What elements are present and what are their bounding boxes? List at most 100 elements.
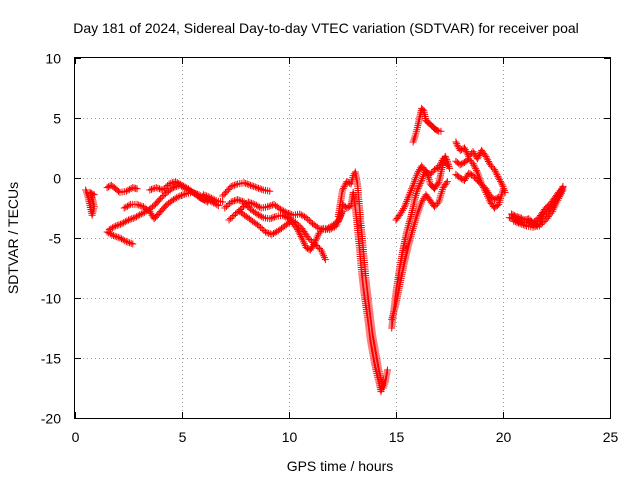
data-point bbox=[116, 234, 124, 242]
data-point bbox=[383, 366, 391, 374]
plot-frame bbox=[74, 57, 611, 419]
data-point bbox=[169, 196, 177, 204]
data-point bbox=[219, 198, 227, 206]
data-point bbox=[443, 178, 451, 186]
data-point bbox=[297, 211, 305, 219]
data-point bbox=[176, 192, 184, 200]
y-tick-label: -10 bbox=[41, 291, 61, 307]
data-track bbox=[510, 186, 567, 231]
data-point bbox=[510, 217, 518, 225]
data-point bbox=[258, 213, 266, 221]
data-point bbox=[256, 212, 264, 220]
data-point bbox=[126, 239, 134, 247]
data-point bbox=[415, 183, 423, 191]
data-point bbox=[494, 172, 502, 180]
data-point bbox=[224, 201, 232, 209]
data-point bbox=[306, 246, 314, 254]
data-point bbox=[484, 156, 492, 164]
data-point bbox=[318, 226, 326, 234]
data-point bbox=[296, 231, 304, 239]
data-point bbox=[379, 376, 387, 384]
data-point bbox=[199, 191, 207, 199]
data-point bbox=[479, 183, 487, 191]
data-point bbox=[242, 179, 250, 187]
data-point bbox=[493, 171, 501, 179]
data-point bbox=[133, 213, 141, 221]
data-track bbox=[199, 191, 227, 206]
data-point bbox=[413, 169, 421, 177]
data-point bbox=[326, 226, 334, 234]
data-point bbox=[495, 174, 503, 182]
data-point bbox=[230, 181, 238, 189]
data-point bbox=[253, 210, 261, 218]
data-series bbox=[82, 104, 567, 396]
data-point bbox=[146, 186, 154, 194]
data-point bbox=[122, 203, 130, 211]
data-point bbox=[108, 224, 116, 232]
x-tick-label: 5 bbox=[179, 429, 187, 445]
data-point bbox=[401, 201, 409, 209]
data-track bbox=[388, 178, 451, 324]
data-point bbox=[282, 213, 290, 221]
data-point bbox=[418, 198, 426, 206]
data-point bbox=[413, 188, 421, 196]
data-point bbox=[280, 207, 288, 215]
data-point bbox=[159, 186, 167, 194]
data-point bbox=[207, 194, 215, 202]
y-tick-label: 5 bbox=[53, 111, 61, 127]
data-point bbox=[171, 183, 179, 191]
data-point bbox=[419, 196, 427, 204]
data-point bbox=[417, 178, 425, 186]
data-point bbox=[472, 166, 480, 174]
data-point bbox=[446, 164, 453, 172]
data-point bbox=[437, 127, 445, 135]
data-point bbox=[125, 216, 132, 224]
data-point bbox=[540, 218, 548, 225]
data-point bbox=[126, 215, 134, 223]
data-point bbox=[108, 231, 116, 239]
data-point bbox=[173, 194, 181, 202]
data-point bbox=[397, 208, 405, 216]
data-point bbox=[472, 165, 480, 173]
data-point bbox=[222, 189, 230, 197]
x-tick-label: 20 bbox=[496, 429, 512, 445]
data-point bbox=[254, 202, 262, 210]
data-point bbox=[202, 197, 210, 205]
data-point bbox=[329, 224, 337, 232]
data-point bbox=[147, 209, 155, 217]
data-point bbox=[152, 184, 160, 192]
data-point bbox=[241, 201, 249, 209]
data-point bbox=[238, 204, 246, 212]
data-point bbox=[299, 212, 307, 220]
data-point bbox=[488, 162, 496, 170]
data-point bbox=[220, 190, 228, 198]
data-point bbox=[266, 215, 274, 223]
data-track bbox=[221, 196, 329, 264]
data-point bbox=[471, 163, 479, 171]
data-point bbox=[157, 194, 165, 202]
data-point bbox=[425, 170, 433, 178]
data-point bbox=[413, 186, 421, 194]
data-point bbox=[304, 234, 312, 242]
data-point bbox=[456, 174, 464, 182]
data-point bbox=[403, 196, 411, 204]
data-point bbox=[408, 183, 416, 191]
data-point bbox=[213, 201, 221, 209]
data-point bbox=[174, 193, 182, 201]
data-point bbox=[181, 183, 189, 191]
data-point bbox=[111, 232, 119, 240]
data-point bbox=[496, 176, 504, 184]
data-point bbox=[113, 233, 121, 241]
data-point bbox=[146, 208, 154, 216]
data-point bbox=[222, 203, 230, 210]
data-point bbox=[127, 239, 135, 247]
data-point bbox=[434, 180, 442, 188]
y-tick-label: -5 bbox=[49, 231, 62, 247]
data-point bbox=[177, 191, 185, 199]
data-point bbox=[134, 212, 142, 220]
data-point bbox=[470, 173, 478, 181]
data-point bbox=[478, 182, 486, 190]
data-point bbox=[172, 178, 180, 186]
data-point bbox=[122, 187, 130, 195]
data-point bbox=[227, 182, 235, 190]
